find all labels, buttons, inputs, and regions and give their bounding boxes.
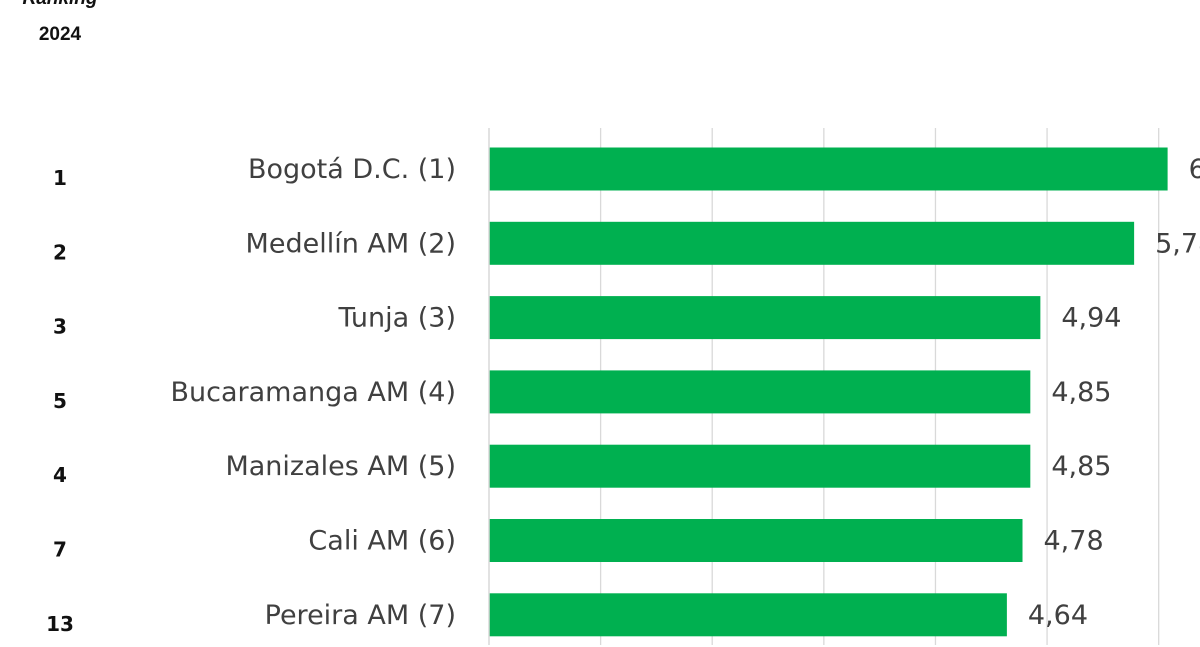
ranking-value: 13 bbox=[46, 612, 74, 636]
bars bbox=[489, 147, 1168, 637]
category-label: Pereira AM (7) bbox=[265, 600, 456, 631]
category-label: Tunja (3) bbox=[338, 303, 457, 334]
bar bbox=[489, 147, 1168, 191]
ranking-label: Ranking bbox=[0, 0, 120, 10]
data-label: 6 bbox=[1189, 154, 1200, 185]
bar bbox=[489, 593, 1007, 637]
ranking-value: 2 bbox=[53, 240, 67, 264]
category-label: Medellín AM (2) bbox=[246, 228, 456, 259]
data-label: 4,94 bbox=[1061, 303, 1121, 334]
bar bbox=[489, 519, 1023, 562]
category-label: Bogotá D.C. (1) bbox=[248, 154, 456, 185]
data-label: 4,78 bbox=[1044, 526, 1104, 557]
data-label: 4,85 bbox=[1051, 377, 1111, 408]
ranking-value: 1 bbox=[53, 166, 67, 190]
bar bbox=[489, 296, 1041, 340]
bar bbox=[489, 370, 1031, 414]
category-label: Bucaramanga AM (4) bbox=[171, 377, 457, 408]
category-label: Cali AM (6) bbox=[308, 526, 456, 557]
ranking-value: 3 bbox=[53, 315, 67, 339]
data-label: 5,78 bbox=[1155, 228, 1200, 259]
data-label: 4,85 bbox=[1051, 451, 1111, 482]
year-label: 2024 bbox=[38, 24, 82, 45]
data-label: 4,64 bbox=[1028, 600, 1088, 631]
bar bbox=[489, 221, 1135, 265]
ranking-value: 5 bbox=[53, 389, 67, 413]
category-label: Manizales AM (5) bbox=[225, 451, 456, 482]
labels: Bogotá D.C. (1) 1 6 Medellín AM (2) 2 5,78 Tun… bbox=[46, 154, 1200, 636]
bar bbox=[489, 444, 1031, 488]
ranking-value: 7 bbox=[53, 538, 67, 562]
ranking-value: 4 bbox=[53, 463, 67, 487]
